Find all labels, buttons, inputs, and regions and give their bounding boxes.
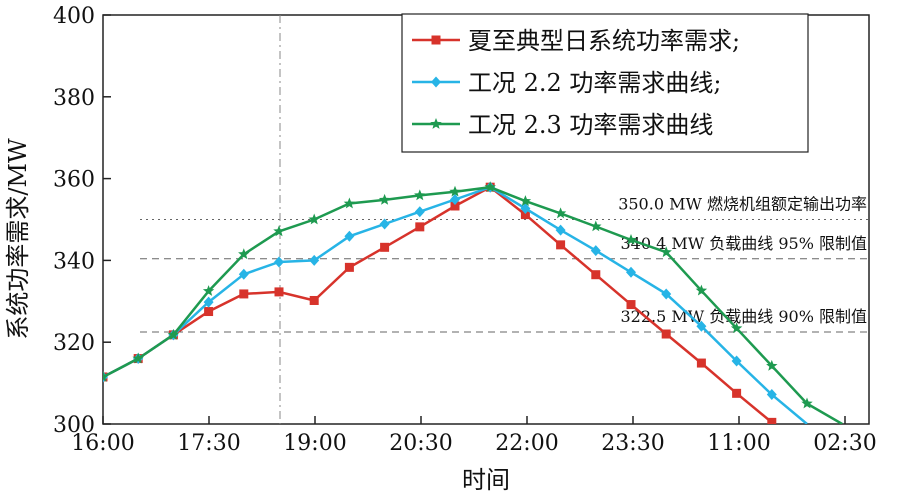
data-point <box>449 185 461 197</box>
series-3 <box>103 181 843 424</box>
legend-swatch-marker <box>430 118 442 129</box>
y-tick-label: 300 <box>53 413 95 438</box>
data-point <box>766 359 778 371</box>
data-point <box>273 225 285 237</box>
data-point <box>696 320 707 332</box>
y-tick-label: 340 <box>53 249 95 274</box>
data-point <box>238 248 250 260</box>
legend-box <box>401 13 809 153</box>
data-point <box>238 268 249 280</box>
data-point <box>695 284 708 296</box>
legend-label: 夏至典型日系统功率需求; <box>468 27 740 55</box>
data-point <box>554 207 567 219</box>
data-point <box>696 358 706 368</box>
x-axis-title: 时间 <box>462 466 510 494</box>
data-point <box>415 222 425 232</box>
data-point <box>414 206 425 218</box>
x-tick-label: 17:30 <box>177 431 240 456</box>
data-point <box>450 193 460 205</box>
data-point <box>274 256 284 268</box>
y-tick-label: 320 <box>53 331 95 356</box>
data-point <box>309 254 320 266</box>
legend-label: 工况 2.3 功率需求曲线 <box>468 111 713 139</box>
data-point <box>202 285 215 296</box>
data-point <box>730 322 743 334</box>
data-point <box>732 388 742 398</box>
x-tick-label: 22:00 <box>495 431 558 456</box>
data-point <box>379 218 390 230</box>
data-point <box>625 233 637 245</box>
data-point <box>203 296 214 308</box>
reference-label: 340.4 MW 负载曲线 95% 限制值 <box>620 234 867 253</box>
data-point <box>519 195 532 206</box>
data-point <box>132 352 144 364</box>
data-point <box>239 289 249 299</box>
reference-label: 350.0 MW 燃烧机组额定输出功率 <box>618 195 867 214</box>
data-point <box>378 193 391 205</box>
y-tick-label: 380 <box>53 86 95 111</box>
data-point <box>103 370 109 382</box>
data-point <box>380 242 390 252</box>
data-point <box>626 300 636 310</box>
data-point <box>274 287 284 297</box>
data-point <box>484 181 496 193</box>
data-point <box>344 230 355 242</box>
data-point <box>767 417 777 424</box>
data-point <box>590 220 602 232</box>
data-point <box>766 389 777 401</box>
data-point <box>661 329 671 339</box>
data-point <box>660 246 672 258</box>
y-tick-label: 360 <box>53 168 95 193</box>
data-point <box>308 213 320 225</box>
y-axis-title: 系统功率需求/MW <box>4 138 32 340</box>
data-point <box>801 397 813 409</box>
data-point <box>204 307 214 317</box>
x-tick-label: 02:30 <box>813 431 876 456</box>
data-point <box>450 201 460 211</box>
data-point <box>309 295 319 305</box>
reference-label: 322.5 MW 负载曲线 90% 限制值 <box>620 307 867 326</box>
x-tick-label: 19:00 <box>283 431 346 456</box>
legend-swatch-marker <box>431 76 441 88</box>
data-point <box>590 245 601 257</box>
data-point <box>731 355 742 367</box>
data-point <box>520 210 530 220</box>
series-line <box>103 185 773 424</box>
series-line <box>103 185 843 424</box>
x-tick-label: 16:00 <box>71 431 134 456</box>
data-point <box>555 224 566 236</box>
data-point <box>556 240 566 250</box>
x-tick-label: 20:30 <box>389 431 452 456</box>
data-point <box>591 270 601 280</box>
data-point <box>343 197 356 209</box>
data-point <box>626 266 636 278</box>
data-point <box>167 328 180 340</box>
data-point <box>414 189 426 201</box>
x-tick-label: 23:30 <box>601 431 664 456</box>
x-tick-label: 11:00 <box>707 431 770 456</box>
legend-label: 工况 2.2 功率需求曲线; <box>468 69 722 97</box>
data-point <box>520 202 531 214</box>
y-tick-label: 400 <box>53 4 95 29</box>
data-point <box>661 288 672 300</box>
data-point <box>344 262 354 272</box>
legend-swatch-marker <box>431 35 441 45</box>
